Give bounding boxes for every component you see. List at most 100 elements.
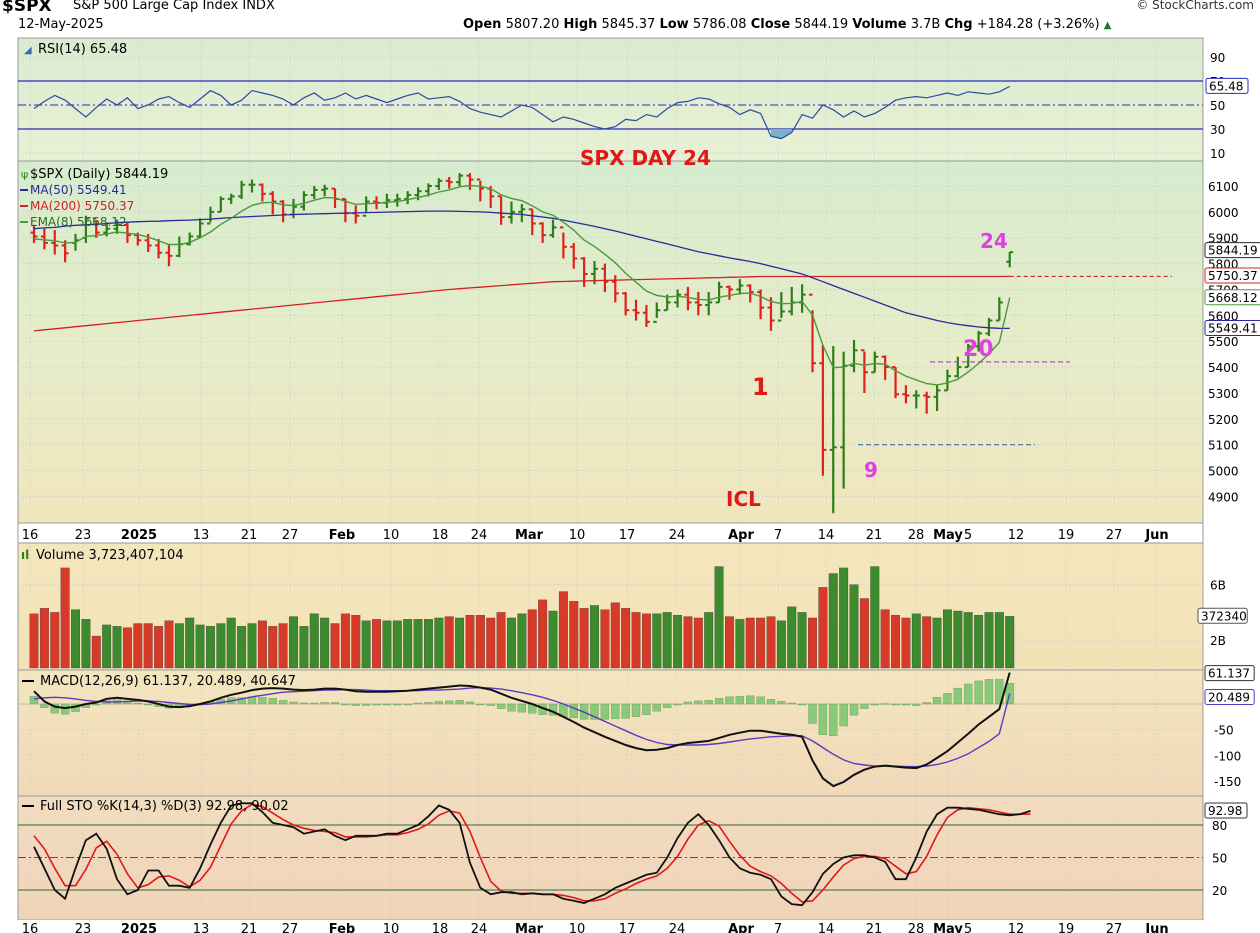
- low-value: 5786.08: [692, 17, 747, 32]
- macd-y-tick: -150: [1214, 775, 1241, 789]
- price-y-tick: 5400: [1208, 361, 1239, 375]
- volume-bar: [610, 602, 620, 669]
- macd-histogram-bar: [320, 702, 329, 705]
- volume-bar: [787, 606, 797, 669]
- macd-histogram-bar: [818, 703, 828, 735]
- spx-day-annotation: SPX DAY 24: [580, 146, 711, 170]
- volume-bar: [517, 613, 527, 669]
- volume-bar: [382, 620, 392, 669]
- macd-histogram-bar: [92, 703, 101, 706]
- close-value: 5844.19: [794, 17, 849, 32]
- ma50-line: [33, 210, 1010, 330]
- x-axis-label: 27: [1106, 528, 1123, 543]
- volume-bar: [735, 619, 745, 669]
- macd-histogram-bar: [434, 701, 443, 705]
- volume-bar: [652, 613, 662, 669]
- macd-histogram-bar: [496, 703, 506, 709]
- volume-bar: [91, 635, 101, 669]
- x-axis-label: 18: [432, 528, 449, 543]
- macd-y-tick: -100: [1214, 749, 1241, 763]
- ma200-last-value-box: [1204, 267, 1260, 284]
- volume-bar: [953, 610, 963, 669]
- price-last-close-box: [1204, 242, 1260, 259]
- macd-histogram-bar: [683, 701, 693, 705]
- price-y-tick: 5300: [1208, 387, 1239, 401]
- bottom-x-axis-label: Feb: [329, 922, 355, 933]
- macd-histogram-bar: [891, 703, 900, 706]
- bottom-x-axis-label: Mar: [515, 922, 544, 933]
- macd-histogram-bar: [590, 703, 599, 720]
- macd-histogram-bar: [476, 703, 485, 706]
- volume-bar: [50, 612, 60, 669]
- volume-bar: [216, 623, 226, 669]
- x-axis-label: 10: [383, 528, 400, 543]
- macd-histogram-bar: [341, 703, 350, 706]
- volume-y-tick: 2B: [1210, 634, 1226, 648]
- x-axis-label: 19: [1058, 528, 1075, 543]
- x-axis-label: 27: [282, 528, 299, 543]
- x-axis-label: Mar: [515, 528, 544, 543]
- macd-histogram-bar: [455, 700, 464, 705]
- volume-bar: [766, 616, 776, 669]
- open-label: Open: [463, 17, 502, 32]
- chart-marks: 1616232320252025131321212727FebFeb101018…: [20, 45, 1260, 933]
- macd-histogram-bar: [766, 699, 776, 705]
- macd-histogram-bar: [808, 703, 817, 724]
- volume-bar: [507, 617, 516, 669]
- bottom-x-axis-label: Apr: [728, 922, 754, 933]
- bottom-x-axis-label: 27: [282, 922, 299, 933]
- bottom-x-axis-label: May: [933, 922, 963, 933]
- bottom-x-axis-label: 19: [1058, 922, 1075, 933]
- volume-bar: [102, 624, 112, 669]
- volume-bar: [486, 617, 496, 669]
- rsi-y-tick: 10: [1210, 147, 1225, 161]
- macd-last-value: 61.137: [1208, 667, 1250, 681]
- stochastic-last-value-box: [1204, 802, 1248, 819]
- volume-bar: [776, 620, 786, 669]
- company-label: S&P 500 Large Cap Index: [73, 0, 239, 13]
- rsi-triangle-icon: ◢: [24, 45, 32, 56]
- macd-histogram-bar: [247, 697, 257, 705]
- macd-histogram-bar: [953, 687, 962, 705]
- volume-bar: [891, 615, 900, 669]
- ma50-legend: MA(50) 5549.41: [30, 183, 127, 197]
- volume-bar: [475, 615, 485, 669]
- volume-bar: [320, 617, 330, 669]
- x-axis-label: 12: [1008, 528, 1025, 543]
- stochastic-last-value: 92.98: [1208, 804, 1242, 818]
- annotation-24: 24: [980, 229, 1008, 253]
- macd-histogram-bar: [517, 703, 527, 713]
- macd-title: MACD(12,26,9) 61.137, 20.489, 40.647: [40, 674, 296, 689]
- macd-signal-last-value: 20.489: [1208, 690, 1250, 704]
- macd-histogram-bar: [486, 703, 495, 706]
- volume-bar: [60, 567, 70, 669]
- grid-lines: [18, 38, 1203, 920]
- macd-histogram-bar: [663, 703, 672, 708]
- macd-histogram-bar: [299, 702, 309, 705]
- volume-bar: [247, 623, 257, 669]
- volume-y-tick: 6B: [1210, 579, 1226, 593]
- x-axis-label: 23: [75, 528, 92, 543]
- macd-histogram-bar: [714, 698, 724, 705]
- stochastic-k-line: [33, 802, 1031, 907]
- bottom-x-axis-label: 24: [471, 922, 488, 933]
- volume-bar: [143, 623, 153, 669]
- company-name: S&P 500 Large Cap Index INDX: [73, 0, 275, 13]
- bottom-x-axis-label: 2025: [121, 922, 157, 933]
- bottom-x-axis-label: 13: [193, 922, 210, 933]
- ema8-legend: EMA(8) 5668.12: [30, 215, 127, 229]
- rsi-y-tick: 50: [1210, 99, 1225, 113]
- up-arrow-icon: ▲: [1103, 20, 1112, 31]
- ma50-last-value: 5549.41: [1208, 322, 1258, 336]
- rsi-last-value-box: [1205, 77, 1249, 94]
- macd-histogram-bar: [237, 697, 246, 705]
- stockcharts-credit[interactable]: © StockCharts.com: [1136, 0, 1254, 12]
- macd-histogram-bar: [735, 696, 744, 705]
- macd-histogram-bar: [507, 703, 516, 712]
- x-axis-label: 7: [774, 528, 782, 543]
- volume-bar: [901, 617, 911, 669]
- macd-histogram-bar: [694, 700, 703, 705]
- volume-bar: [226, 617, 236, 669]
- x-axis-label: Apr: [728, 528, 754, 543]
